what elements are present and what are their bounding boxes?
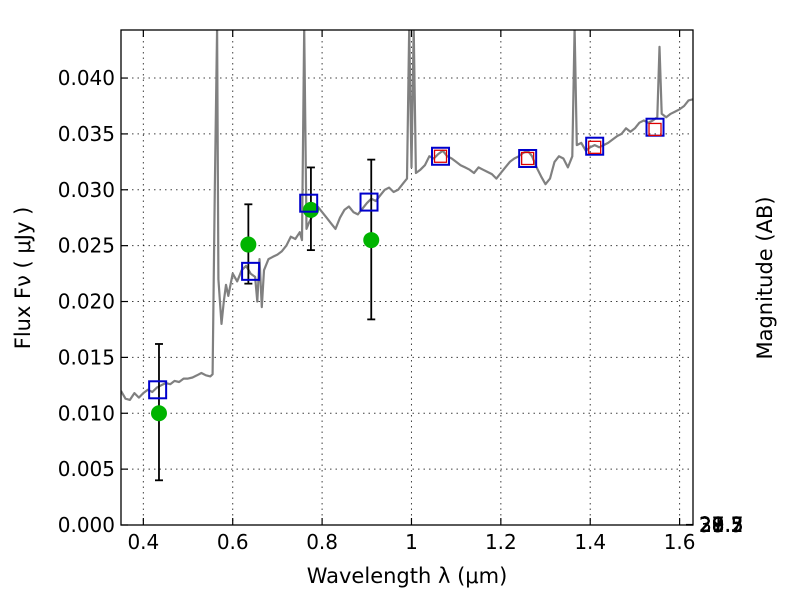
- x-tick-label: 1.6: [664, 530, 696, 554]
- labels-layer: 0.4 0.6 0.8 1 1.2 1.4 1.6 0.000 0.005 0.010 0.015 0…: [58, 66, 744, 554]
- observed-flux-point: [363, 232, 380, 249]
- y2-tick-label: 29.5: [699, 513, 744, 537]
- model-square-point: [518, 148, 538, 168]
- x-tick-label: 1.4: [574, 530, 606, 554]
- observed-flux-point: [302, 201, 319, 218]
- y-tick-label: 0.005: [58, 457, 115, 481]
- model-square-point: [148, 380, 168, 400]
- y2-tick-label: 27.3: [699, 513, 744, 537]
- y-tick-label: 0.020: [58, 290, 115, 314]
- y2-tick-label: 30: [699, 513, 724, 537]
- model-square-point: [359, 192, 379, 212]
- plot-area: [121, 30, 693, 482]
- model-square-small-point: [521, 151, 535, 166]
- observed-flux-point: [240, 236, 257, 253]
- ticks-layer: [121, 30, 693, 526]
- y2-tick-label: 28: [699, 513, 724, 537]
- x-tick-label: 1: [405, 530, 418, 554]
- model-square-small-point: [433, 149, 448, 163]
- observed-flux-point: [150, 405, 167, 422]
- grid-layer: [121, 30, 693, 526]
- y2-tick-label: 29: [699, 513, 724, 537]
- y2-tick-label: 27.7: [699, 513, 744, 537]
- x-tick-label: 1.2: [485, 530, 517, 554]
- y-tick-label: 0.040: [58, 66, 115, 90]
- spectrum-line: [121, 30, 693, 401]
- plot-frame: [120, 29, 694, 526]
- y2-tick-label: 28.5: [699, 513, 744, 537]
- y2-tick-label: 27.5: [699, 513, 744, 537]
- x-axis-label: Wavelength λ (μm): [307, 564, 508, 588]
- model-square-point: [241, 261, 261, 281]
- y-tick-label: 0.025: [58, 234, 115, 258]
- y2-tick-label: 28.2: [699, 513, 744, 537]
- y2-tick-label: 31: [699, 513, 724, 537]
- model-square-small-point: [588, 140, 602, 154]
- y-tick-label: 0.010: [58, 401, 115, 425]
- model-square-point: [431, 146, 451, 166]
- y-tick-label: 0.015: [58, 345, 115, 369]
- model-square-point: [585, 136, 605, 156]
- x-tick-label: 0.6: [217, 530, 249, 554]
- y-tick-label: 0.035: [58, 122, 115, 146]
- model-square-small-point: [648, 122, 662, 137]
- x-tick-label: 0.4: [127, 530, 159, 554]
- y-tick-label: 0.030: [58, 178, 115, 202]
- y2-axis-label: Magnitude (AB): [753, 196, 777, 359]
- model-square-point: [299, 193, 319, 213]
- y-axis-label: Flux Fν ( μJy ): [11, 207, 35, 350]
- y-tick-label: 0.000: [58, 513, 115, 537]
- x-tick-label: 0.8: [306, 530, 338, 554]
